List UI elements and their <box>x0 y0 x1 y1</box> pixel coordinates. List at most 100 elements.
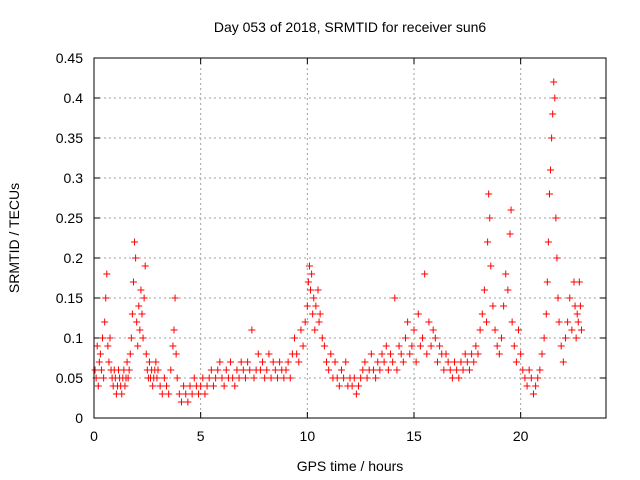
data-point <box>135 302 143 310</box>
data-point <box>165 390 173 398</box>
data-point <box>566 294 574 302</box>
data-point <box>455 374 463 382</box>
y-tick-label: 0.1 <box>64 330 84 346</box>
data-point <box>244 358 252 366</box>
data-point <box>118 390 126 398</box>
data-point <box>470 358 478 366</box>
axis-ticks <box>93 57 606 419</box>
data-point <box>487 262 495 270</box>
data-point <box>440 366 448 374</box>
data-point <box>355 382 363 390</box>
data-point <box>136 326 144 334</box>
data-point <box>127 334 135 342</box>
y-tick-label: 0.4 <box>64 90 84 106</box>
data-point <box>99 334 107 342</box>
data-point <box>425 318 433 326</box>
data-point <box>141 262 149 270</box>
data-point <box>410 326 418 334</box>
data-point <box>201 390 209 398</box>
y-axis-label: SRMTID / TECUs <box>6 183 22 293</box>
data-point <box>132 254 140 262</box>
data-point <box>495 350 503 358</box>
data-point <box>138 310 146 318</box>
data-point <box>124 374 132 382</box>
data-point <box>95 358 103 366</box>
data-point <box>96 350 104 358</box>
data-point <box>553 254 561 262</box>
data-point <box>549 110 557 118</box>
data-point <box>323 358 331 366</box>
data-point <box>318 334 326 342</box>
data-point <box>534 374 542 382</box>
data-point <box>357 374 365 382</box>
data-point <box>510 342 518 350</box>
x-tick-label: 20 <box>513 428 529 444</box>
data-point <box>363 374 371 382</box>
data-point <box>550 78 558 86</box>
data-point <box>222 366 230 374</box>
data-point <box>577 326 585 334</box>
x-tick-label: 0 <box>90 428 98 444</box>
data-point <box>532 382 540 390</box>
data-point <box>104 342 112 350</box>
data-point <box>557 342 565 350</box>
data-point <box>507 206 515 214</box>
data-point <box>310 294 318 302</box>
data-point <box>307 286 315 294</box>
data-point <box>195 390 203 398</box>
data-point <box>367 350 375 358</box>
data-point <box>374 358 382 366</box>
data-points <box>91 78 585 406</box>
data-point <box>521 374 529 382</box>
data-point <box>123 358 131 366</box>
grid-lines <box>94 58 606 418</box>
data-point <box>235 374 243 382</box>
data-point <box>308 270 316 278</box>
data-point <box>457 358 465 366</box>
data-point <box>312 302 320 310</box>
data-point <box>184 398 192 406</box>
x-tick-labels: 0 5 10 15 20 <box>90 428 529 444</box>
data-point <box>125 366 133 374</box>
y-tick-label: 0.25 <box>56 210 83 226</box>
data-point <box>153 374 161 382</box>
data-point <box>523 382 531 390</box>
data-point <box>273 374 281 382</box>
data-point <box>170 326 178 334</box>
data-point <box>227 358 235 366</box>
data-point <box>105 358 113 366</box>
data-point <box>248 326 256 334</box>
data-point <box>337 366 345 374</box>
data-point <box>500 302 508 310</box>
data-point <box>393 366 401 374</box>
data-point <box>103 270 111 278</box>
data-point <box>442 350 450 358</box>
data-point <box>342 358 350 366</box>
data-point <box>237 358 245 366</box>
data-point <box>295 358 303 366</box>
data-point <box>548 134 556 142</box>
data-point <box>199 374 207 382</box>
data-point <box>512 358 520 366</box>
data-point <box>177 398 185 406</box>
data-point <box>547 166 555 174</box>
data-point <box>552 214 560 222</box>
data-point <box>216 358 224 366</box>
data-point <box>309 310 317 318</box>
data-point <box>361 358 369 366</box>
data-point <box>480 286 488 294</box>
data-point <box>463 358 471 366</box>
data-point <box>246 366 254 374</box>
data-point <box>101 318 109 326</box>
data-point <box>536 366 544 374</box>
data-point <box>387 350 395 358</box>
data-point <box>173 374 181 382</box>
data-point <box>265 350 273 358</box>
data-point <box>163 382 171 390</box>
data-point <box>515 326 523 334</box>
data-point <box>517 350 525 358</box>
data-point <box>502 270 510 278</box>
data-point <box>397 350 405 358</box>
data-point <box>340 374 348 382</box>
